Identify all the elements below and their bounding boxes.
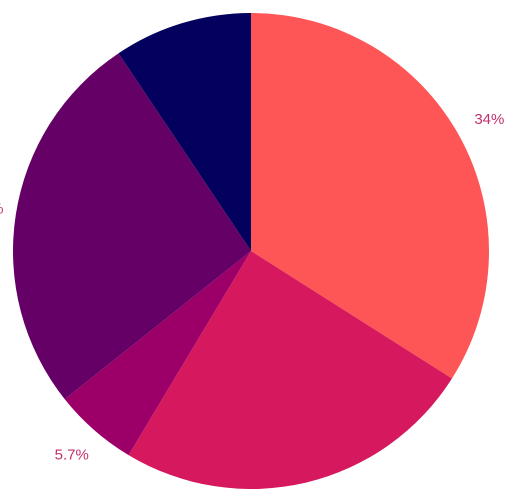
slice-label: 5.7% [55,447,89,464]
pie-slice [128,251,452,489]
pie-slice [118,13,252,251]
pie-slice [64,251,251,456]
pie-slice [12,53,252,400]
pie-slice [251,13,489,379]
slice-label: 26.3% [0,200,3,217]
slice-label: 34% [474,111,504,128]
